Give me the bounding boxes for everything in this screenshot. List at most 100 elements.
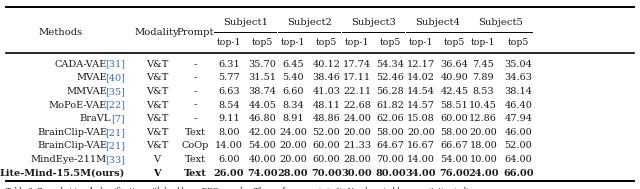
Text: 14.00: 14.00 <box>407 155 435 164</box>
Text: 5.40: 5.40 <box>282 73 304 82</box>
Text: 6.00: 6.00 <box>218 155 240 164</box>
Text: [21]: [21] <box>105 128 125 137</box>
Text: 22.11: 22.11 <box>343 87 371 96</box>
Text: 35.04: 35.04 <box>504 60 532 69</box>
Text: V&T: V&T <box>146 60 168 69</box>
Text: 7.45: 7.45 <box>472 60 494 69</box>
Text: Text: Text <box>184 169 207 178</box>
Text: [35]: [35] <box>105 87 125 96</box>
Text: 42.45: 42.45 <box>440 87 468 96</box>
Text: 44.05: 44.05 <box>248 101 276 110</box>
Text: 64.67: 64.67 <box>376 141 404 150</box>
Text: 54.34: 54.34 <box>376 60 404 69</box>
Text: 8.91: 8.91 <box>282 114 304 123</box>
Text: 22.68: 22.68 <box>343 101 371 110</box>
Text: Prompt: Prompt <box>177 28 214 37</box>
Text: 46.00: 46.00 <box>504 128 532 137</box>
Text: MoPoE-VAE [22]: MoPoE-VAE [22] <box>44 101 125 110</box>
Text: 31.51: 31.51 <box>248 73 276 82</box>
Text: Lite-Mind-15.5M(ours): Lite-Mind-15.5M(ours) <box>0 169 125 178</box>
Text: MVAE: MVAE <box>76 73 107 82</box>
Text: V&T: V&T <box>146 87 168 96</box>
Text: 12.17: 12.17 <box>407 60 435 69</box>
Text: 14.57: 14.57 <box>407 101 435 110</box>
Text: top5: top5 <box>508 38 529 47</box>
Text: 6.45: 6.45 <box>282 60 304 69</box>
Text: 48.86: 48.86 <box>312 114 340 123</box>
Text: 14.02: 14.02 <box>407 73 435 82</box>
Text: 76.00: 76.00 <box>439 169 470 178</box>
Text: Modality: Modality <box>134 28 179 37</box>
Text: MMVAE [35]: MMVAE [35] <box>61 87 125 96</box>
Text: 42.00: 42.00 <box>248 128 276 137</box>
Text: 38.74: 38.74 <box>248 87 276 96</box>
Text: V&T: V&T <box>146 73 168 82</box>
Text: 20.00: 20.00 <box>343 128 371 137</box>
Text: 40.12: 40.12 <box>312 60 340 69</box>
Text: top5: top5 <box>316 38 337 47</box>
Text: top-1: top-1 <box>217 38 241 47</box>
Text: MindEye-211M: MindEye-211M <box>31 155 107 164</box>
Text: [33]: [33] <box>105 155 125 164</box>
Text: Subject4: Subject4 <box>415 18 460 27</box>
Text: 58.51: 58.51 <box>440 101 468 110</box>
Text: top-1: top-1 <box>471 38 495 47</box>
Text: top-1: top-1 <box>345 38 369 47</box>
Text: 48.11: 48.11 <box>312 101 340 110</box>
Text: 62.06: 62.06 <box>376 114 404 123</box>
Text: 30.00: 30.00 <box>342 169 372 178</box>
Text: 28.00: 28.00 <box>343 155 371 164</box>
Text: Subject3: Subject3 <box>351 18 396 27</box>
Text: 80.00: 80.00 <box>375 169 406 178</box>
Text: MindEye-211M [33]: MindEye-211M [33] <box>26 155 125 164</box>
Text: -: - <box>193 114 197 123</box>
Text: 60.00: 60.00 <box>312 141 340 150</box>
Text: MVAE [40]: MVAE [40] <box>71 73 125 82</box>
Text: BrainClip-VAE [21]: BrainClip-VAE [21] <box>31 128 125 137</box>
Text: 54.00: 54.00 <box>248 141 276 150</box>
Text: -: - <box>193 87 197 96</box>
Text: Methods: Methods <box>39 28 83 37</box>
Text: V&T: V&T <box>146 141 168 150</box>
Text: 54.00: 54.00 <box>440 155 468 164</box>
Text: V&T: V&T <box>146 114 168 123</box>
Text: MoPoE-VAE: MoPoE-VAE <box>49 101 107 110</box>
Text: -: - <box>193 101 197 110</box>
Text: 10.00: 10.00 <box>469 155 497 164</box>
Text: 58.00: 58.00 <box>376 128 404 137</box>
Text: 64.00: 64.00 <box>504 155 532 164</box>
Text: 14.54: 14.54 <box>407 87 435 96</box>
Text: [31]: [31] <box>105 60 125 69</box>
Text: 52.00: 52.00 <box>504 141 532 150</box>
Text: top5: top5 <box>380 38 401 47</box>
Text: Text: Text <box>185 128 205 137</box>
Text: 58.00: 58.00 <box>440 128 468 137</box>
Text: Subject5: Subject5 <box>478 18 523 27</box>
Text: 8.53: 8.53 <box>472 87 494 96</box>
Text: 10.45: 10.45 <box>469 101 497 110</box>
Text: 36.64: 36.64 <box>440 60 468 69</box>
Text: 15.08: 15.08 <box>407 114 435 123</box>
Text: 9.11: 9.11 <box>218 114 240 123</box>
Text: 34.63: 34.63 <box>504 73 532 82</box>
Text: [7]: [7] <box>111 114 125 123</box>
Text: V&T: V&T <box>146 101 168 110</box>
Text: -: - <box>193 73 197 82</box>
Text: 60.00: 60.00 <box>312 155 340 164</box>
Text: 24.00: 24.00 <box>279 128 307 137</box>
Text: BraVL [7]: BraVL [7] <box>77 114 125 123</box>
Text: 66.67: 66.67 <box>440 141 468 150</box>
Text: CADA-VAE [31]: CADA-VAE [31] <box>49 60 125 69</box>
Text: 5.77: 5.77 <box>218 73 240 82</box>
Text: BrainClip-VAE: BrainClip-VAE <box>37 141 107 150</box>
Text: 20.00: 20.00 <box>407 128 435 137</box>
Text: 41.03: 41.03 <box>312 87 340 96</box>
Text: 20.00: 20.00 <box>279 155 307 164</box>
Text: 26.00: 26.00 <box>214 169 244 178</box>
Text: top-1: top-1 <box>409 38 433 47</box>
Text: 38.14: 38.14 <box>504 87 532 96</box>
Text: MMVAE: MMVAE <box>67 87 107 96</box>
Text: 40.90: 40.90 <box>440 73 468 82</box>
Text: 8.00: 8.00 <box>218 128 240 137</box>
Text: [40]: [40] <box>105 73 125 82</box>
